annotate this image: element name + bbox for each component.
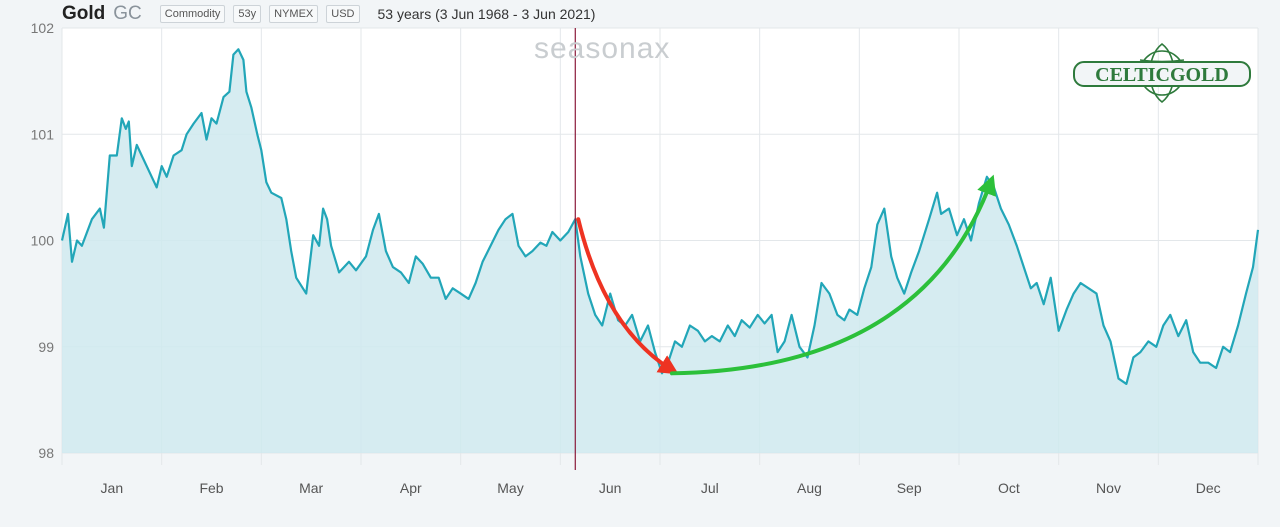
watermark: seasonax (534, 32, 671, 65)
x-tick-label-sep: Sep (897, 480, 922, 496)
x-tick-label-apr: Apr (400, 480, 422, 496)
x-tick-label-aug: Aug (797, 480, 822, 496)
badge-asset-class: Commodity (159, 5, 226, 23)
instrument-ticker: GC (113, 3, 142, 24)
celticgold-logo: CELTICGOLD (1073, 42, 1251, 104)
x-tick-label-jul: Jul (701, 480, 719, 496)
badge-currency: USD (326, 5, 360, 23)
x-tick-label-dec: Dec (1196, 480, 1221, 496)
x-tick-label-oct: Oct (998, 480, 1020, 496)
y-tick-label: 102 (31, 20, 55, 36)
y-tick-label: 99 (38, 339, 54, 355)
x-tick-label-feb: Feb (199, 480, 223, 496)
annotation-arrow-up (669, 174, 997, 376)
x-tick-label-jun: Jun (599, 480, 622, 496)
annotation-arrow-down (576, 217, 679, 375)
logo-text: CELTICGOLD (1095, 64, 1229, 86)
chart-header: Gold GC Commodity 53y NYMEX USD 53 years… (62, 3, 596, 24)
y-tick-label: 98 (38, 445, 54, 461)
y-tick-label: 100 (31, 233, 55, 249)
series-area (62, 49, 1258, 454)
x-tick-label-may: May (497, 480, 523, 496)
y-tick-label: 101 (31, 126, 55, 142)
x-tick-label-nov: Nov (1096, 480, 1121, 496)
badge-exchange: NYMEX (269, 5, 319, 23)
date-range: 53 years (3 Jun 1968 - 3 Jun 2021) (377, 6, 596, 22)
instrument-name: Gold (62, 3, 106, 24)
x-tick-label-jan: Jan (101, 480, 124, 496)
x-tick-label-mar: Mar (299, 480, 323, 496)
badge-period: 53y (233, 5, 262, 23)
